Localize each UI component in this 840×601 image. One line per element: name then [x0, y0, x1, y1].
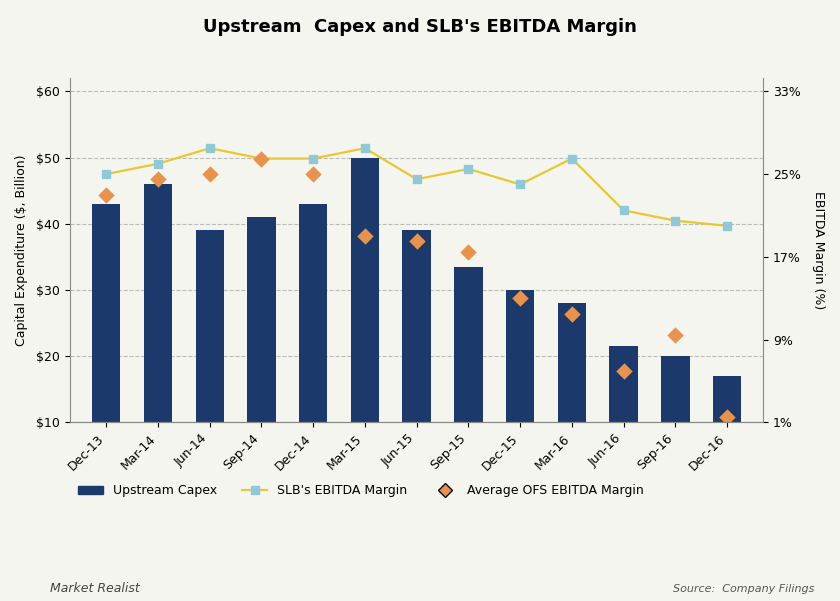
- Point: [721, 412, 734, 422]
- Bar: [144, 184, 172, 489]
- Bar: [609, 346, 638, 489]
- Point: [100, 190, 113, 200]
- Y-axis label: Capital Expenditure ($, Billion): Capital Expenditure ($, Billion): [15, 154, 28, 346]
- Point: [203, 169, 217, 179]
- Point: [151, 174, 165, 184]
- Point: [513, 293, 527, 303]
- Bar: [92, 204, 120, 489]
- Legend: Upstream Capex, SLB's EBITDA Margin, Average OFS EBITDA Margin: Upstream Capex, SLB's EBITDA Margin, Ave…: [73, 480, 649, 502]
- Bar: [506, 290, 534, 489]
- Y-axis label: EBITDA Margin (%): EBITDA Margin (%): [812, 191, 825, 310]
- Bar: [402, 230, 431, 489]
- Text: Upstream  Capex and SLB's EBITDA Margin: Upstream Capex and SLB's EBITDA Margin: [203, 18, 637, 36]
- Point: [669, 330, 682, 340]
- Bar: [351, 157, 379, 489]
- Point: [617, 366, 630, 376]
- Text: Source:  Company Filings: Source: Company Filings: [674, 584, 815, 594]
- Bar: [299, 204, 328, 489]
- Point: [410, 237, 423, 246]
- Bar: [454, 267, 483, 489]
- Bar: [558, 304, 586, 489]
- Bar: [196, 230, 224, 489]
- Bar: [713, 376, 742, 489]
- Point: [255, 154, 268, 163]
- Bar: [661, 356, 690, 489]
- Bar: [247, 217, 276, 489]
- Text: Market Realist: Market Realist: [50, 582, 140, 595]
- Point: [307, 169, 320, 179]
- Point: [565, 309, 579, 319]
- Point: [462, 247, 475, 257]
- Point: [358, 231, 371, 241]
